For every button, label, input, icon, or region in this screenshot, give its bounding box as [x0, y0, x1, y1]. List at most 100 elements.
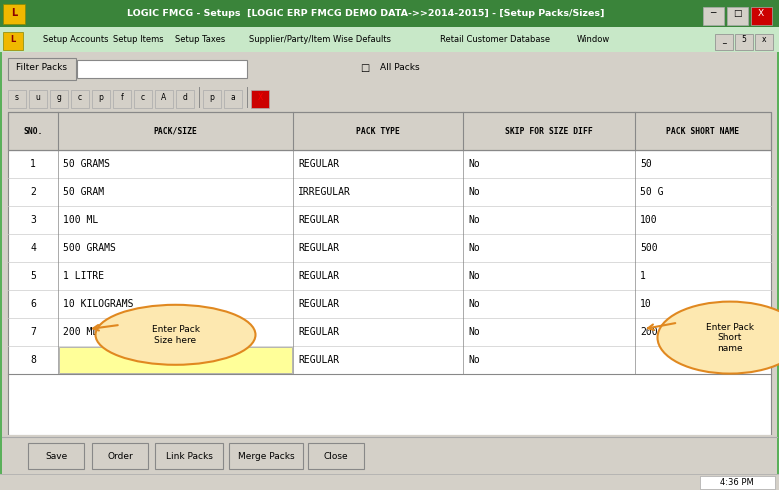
Text: 5: 5 — [30, 271, 36, 281]
Text: No: No — [468, 271, 480, 281]
Text: 3: 3 — [30, 215, 36, 225]
Text: SNO.: SNO. — [23, 126, 43, 136]
Text: 100 ML: 100 ML — [63, 215, 98, 225]
Text: X: X — [758, 9, 764, 18]
Text: Merge Packs: Merge Packs — [238, 451, 294, 461]
Text: PACK/SIZE: PACK/SIZE — [153, 126, 197, 136]
FancyBboxPatch shape — [176, 90, 194, 108]
FancyBboxPatch shape — [0, 27, 779, 52]
FancyBboxPatch shape — [755, 34, 773, 50]
Text: 10 KILOGRAMS: 10 KILOGRAMS — [63, 299, 133, 309]
Text: No: No — [468, 355, 480, 365]
Text: 50 GRAMS: 50 GRAMS — [63, 159, 110, 169]
FancyBboxPatch shape — [715, 34, 733, 50]
FancyBboxPatch shape — [308, 443, 364, 469]
Text: No: No — [468, 187, 480, 197]
Text: No: No — [468, 159, 480, 169]
Text: 6: 6 — [30, 299, 36, 309]
Text: s: s — [15, 93, 19, 101]
Text: u: u — [36, 93, 41, 101]
Text: □: □ — [733, 9, 742, 18]
Text: 200: 200 — [640, 327, 657, 337]
Text: g: g — [57, 93, 62, 101]
FancyBboxPatch shape — [3, 32, 23, 50]
Text: Retail Customer Database: Retail Customer Database — [440, 35, 550, 44]
FancyBboxPatch shape — [3, 4, 25, 24]
Text: 5: 5 — [742, 35, 746, 44]
FancyBboxPatch shape — [0, 474, 779, 490]
Text: Enter Pack
Short
name: Enter Pack Short name — [706, 323, 754, 352]
Text: 500 GRAMS: 500 GRAMS — [63, 243, 116, 253]
FancyBboxPatch shape — [251, 90, 269, 108]
Text: Filter Packs: Filter Packs — [16, 64, 68, 73]
Text: 7: 7 — [30, 327, 36, 337]
Text: f: f — [121, 93, 123, 101]
Text: 50 GRAM: 50 GRAM — [63, 187, 104, 197]
FancyBboxPatch shape — [59, 347, 292, 373]
Text: No: No — [468, 215, 480, 225]
Text: 1: 1 — [640, 271, 646, 281]
FancyBboxPatch shape — [727, 7, 748, 25]
Text: All Packs: All Packs — [380, 64, 420, 73]
FancyBboxPatch shape — [8, 58, 76, 80]
FancyBboxPatch shape — [8, 90, 26, 108]
Text: Setup Taxes: Setup Taxes — [175, 35, 226, 44]
FancyBboxPatch shape — [92, 443, 148, 469]
FancyBboxPatch shape — [703, 7, 724, 25]
FancyBboxPatch shape — [71, 90, 89, 108]
Text: IRREGULAR: IRREGULAR — [298, 187, 351, 197]
Text: Setup Items: Setup Items — [113, 35, 164, 44]
Text: REGULAR: REGULAR — [298, 215, 339, 225]
FancyBboxPatch shape — [50, 90, 68, 108]
Text: □: □ — [361, 63, 369, 73]
Text: L: L — [11, 8, 17, 19]
FancyBboxPatch shape — [155, 443, 223, 469]
Text: Setup Accounts: Setup Accounts — [43, 35, 108, 44]
Text: c: c — [78, 93, 82, 101]
Text: 2: 2 — [30, 187, 36, 197]
FancyBboxPatch shape — [155, 90, 173, 108]
Text: 1 LITRE: 1 LITRE — [63, 271, 104, 281]
Text: 10: 10 — [640, 299, 652, 309]
Text: Link Packs: Link Packs — [166, 451, 213, 461]
FancyBboxPatch shape — [700, 476, 775, 489]
Text: x: x — [762, 35, 767, 44]
Text: X: X — [257, 93, 263, 101]
Text: Enter Pack
Size here: Enter Pack Size here — [151, 325, 199, 344]
Text: 500: 500 — [640, 243, 657, 253]
FancyBboxPatch shape — [229, 443, 303, 469]
Text: 50: 50 — [640, 159, 652, 169]
Text: 50 G: 50 G — [640, 187, 664, 197]
Text: L: L — [10, 35, 16, 44]
Text: 8: 8 — [30, 355, 36, 365]
FancyBboxPatch shape — [735, 34, 753, 50]
Text: No: No — [468, 327, 480, 337]
Text: 100: 100 — [640, 215, 657, 225]
Text: LOGIC FMCG - Setups  [LOGIC ERP FMCG DEMO DATA->>2014-2015] - [Setup Packs/Sizes: LOGIC FMCG - Setups [LOGIC ERP FMCG DEMO… — [128, 9, 605, 18]
FancyBboxPatch shape — [134, 90, 152, 108]
FancyBboxPatch shape — [28, 443, 84, 469]
Text: REGULAR: REGULAR — [298, 159, 339, 169]
Text: SKIP FOR SIZE DIFF: SKIP FOR SIZE DIFF — [505, 126, 593, 136]
Text: A: A — [161, 93, 167, 101]
Text: REGULAR: REGULAR — [298, 243, 339, 253]
FancyBboxPatch shape — [8, 150, 771, 435]
Text: Close: Close — [324, 451, 348, 461]
Text: 4: 4 — [30, 243, 36, 253]
FancyBboxPatch shape — [77, 60, 247, 78]
Text: p: p — [210, 93, 214, 101]
FancyBboxPatch shape — [203, 90, 221, 108]
Text: PACK TYPE: PACK TYPE — [356, 126, 400, 136]
Text: Window: Window — [576, 35, 610, 44]
Text: REGULAR: REGULAR — [298, 327, 339, 337]
Text: No: No — [468, 299, 480, 309]
Ellipse shape — [96, 305, 256, 365]
Text: PACK SHORT NAME: PACK SHORT NAME — [667, 126, 739, 136]
Text: _: _ — [722, 35, 726, 44]
Text: d: d — [182, 93, 188, 101]
FancyBboxPatch shape — [751, 7, 772, 25]
FancyBboxPatch shape — [2, 52, 777, 475]
Text: REGULAR: REGULAR — [298, 355, 339, 365]
Text: a: a — [231, 93, 235, 101]
Text: REGULAR: REGULAR — [298, 271, 339, 281]
